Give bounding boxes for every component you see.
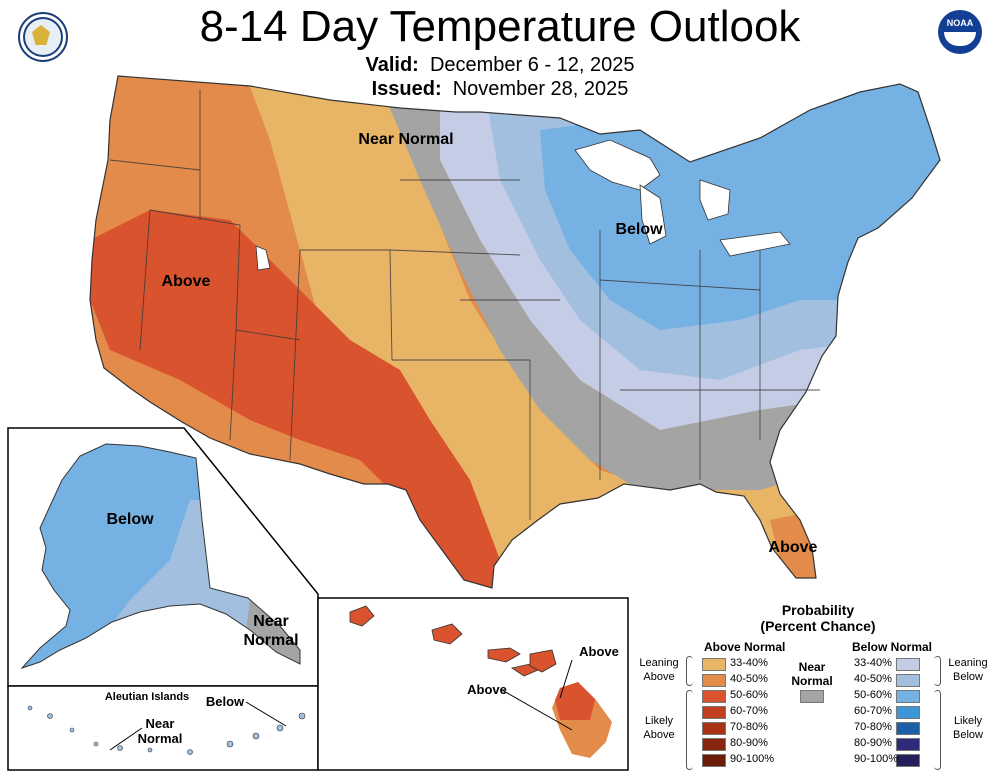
legend-above-swatch (702, 754, 726, 767)
legend-subtitle: (Percent Chance) (760, 618, 876, 634)
legend-below-range-label: 40-50% (854, 673, 892, 685)
legend-below-swatch (896, 658, 920, 671)
legend-below-range-label: 33-40% (854, 657, 892, 669)
legend-leaning-below: Leaning Below (948, 657, 988, 683)
legend-below-range-label: 80-90% (854, 737, 892, 749)
legend-below-swatch (896, 754, 920, 767)
label-florida-above: Above (768, 539, 818, 556)
issued-date: Issued: November 28, 2025 (0, 78, 1000, 101)
label-near-normal: Near Normal (358, 131, 454, 148)
legend-below-header: Below Normal (852, 640, 933, 654)
label-aleutian-near-normal: Near Normal (137, 716, 183, 746)
legend-brace-likely-below (934, 690, 941, 770)
legend-below-range-label: 90-100% (854, 753, 899, 765)
label-alaska-near-normal: Near Normal (243, 613, 299, 649)
label-aleutian-below: Below (205, 694, 245, 709)
legend-above-swatch (702, 674, 726, 687)
legend-below-swatch (896, 738, 920, 751)
legend-near-normal-swatch (800, 690, 824, 703)
label-east-below: Below (615, 221, 663, 238)
legend-above-range-label: 40-50% (730, 673, 768, 685)
legend-above-range-label: 60-70% (730, 705, 768, 717)
label-hawaii-above-2: Above (467, 682, 507, 697)
legend-above-range-label: 33-40% (730, 657, 768, 669)
legend-below-range-label: 60-70% (854, 705, 892, 717)
valid-value: December 6 - 12, 2025 (429, 54, 635, 76)
noaa-logo-icon: NOAA (938, 10, 982, 54)
label-west-above: Above (161, 273, 211, 290)
legend-brace-leaning-above (686, 656, 693, 686)
legend-above-swatch (702, 722, 726, 735)
legend-above-swatch (702, 658, 726, 671)
legend-above-swatch (702, 738, 726, 751)
legend-brace-likely-above (686, 690, 693, 770)
page-title: 8-14 Day Temperature Outlook (199, 2, 801, 51)
legend-near-normal-label: Near Normal (791, 660, 833, 688)
label-alaska-below: Below (106, 511, 154, 528)
legend-above-header: Above Normal (704, 640, 786, 654)
legend-above-range-label: 80-90% (730, 737, 768, 749)
legend: Probability (Percent Chance) Above Norma… (636, 598, 1000, 772)
label-hawaii-above-1: Above (579, 644, 619, 659)
legend-likely-above: Likely Above (643, 715, 675, 741)
legend-below-swatch (896, 722, 920, 735)
legend-below-swatch (896, 674, 920, 687)
legend-above-swatch (702, 706, 726, 719)
legend-title: Probability (Percent Chance) (690, 602, 946, 634)
legend-below-swatch (896, 690, 920, 703)
valid-dates: Valid: December 6 - 12, 2025 (0, 54, 1000, 77)
legend-brace-leaning-below (934, 656, 941, 686)
legend-likely-below: Likely Below (953, 715, 983, 741)
issued-value: November 28, 2025 (452, 78, 629, 100)
legend-below-range-label: 70-80% (854, 721, 892, 733)
legend-below-range-label: 50-60% (854, 689, 892, 701)
legend-above-range-label: 70-80% (730, 721, 768, 733)
legend-above-range-label: 90-100% (730, 753, 775, 765)
legend-above-range-label: 50-60% (730, 689, 768, 701)
legend-leaning-above: Leaning Above (639, 657, 679, 683)
legend-title-text: Probability (781, 602, 855, 618)
legend-below-swatch (896, 706, 920, 719)
department-of-commerce-seal-icon (18, 12, 68, 62)
valid-label: Valid: (365, 54, 419, 76)
issued-label: Issued: (371, 78, 442, 100)
label-aleutian-islands: Aleutian Islands (104, 691, 190, 703)
legend-above-swatch (702, 690, 726, 703)
